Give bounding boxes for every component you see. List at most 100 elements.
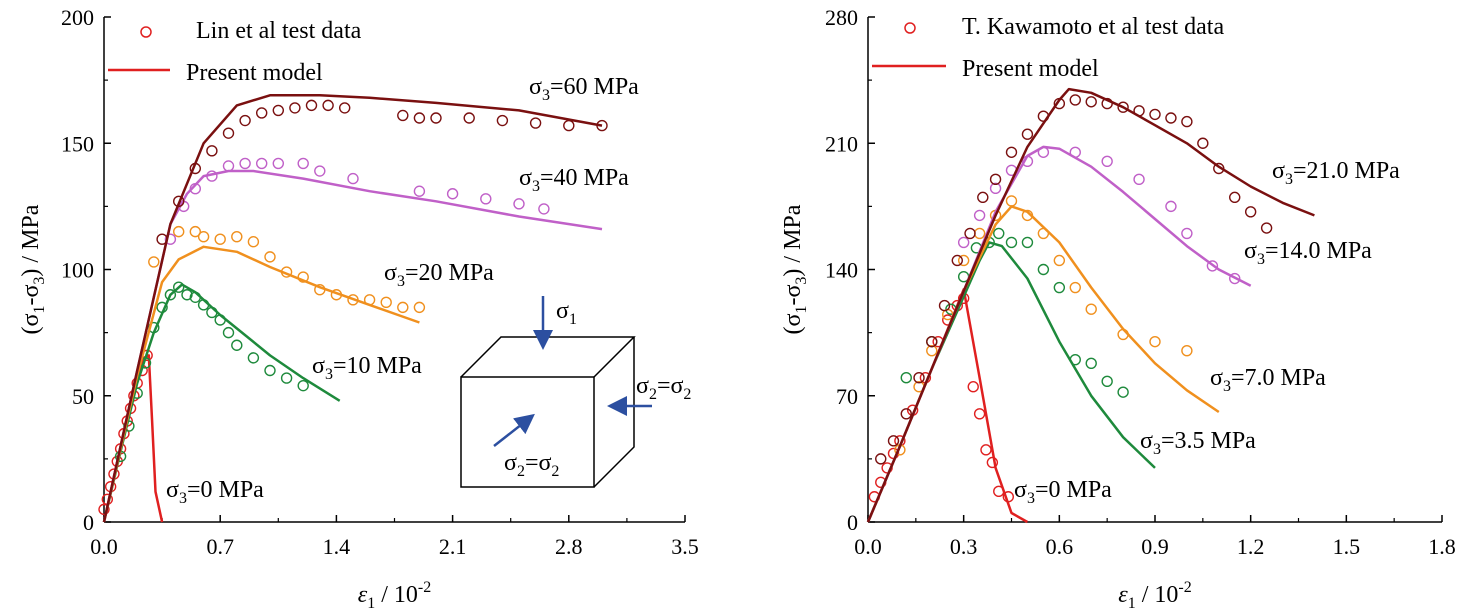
test-data-point bbox=[189, 162, 202, 175]
series-label-value: =20 MPa bbox=[405, 260, 494, 286]
test-data-point bbox=[206, 170, 218, 182]
series-4: σ3=60 MPa bbox=[102, 74, 639, 523]
series-label-subscript: 3 bbox=[1257, 251, 1265, 268]
x-label-subscript: 1 bbox=[367, 595, 375, 611]
model-curve bbox=[102, 283, 341, 523]
test-data-point bbox=[314, 165, 326, 177]
test-data-point bbox=[1101, 155, 1113, 167]
test-data-point bbox=[926, 335, 938, 348]
test-data-point bbox=[596, 119, 608, 132]
x-tick-label: 0.6 bbox=[1046, 534, 1074, 559]
test-data-point bbox=[247, 236, 260, 248]
test-data-point bbox=[380, 296, 392, 309]
test-data-point bbox=[1085, 357, 1097, 369]
test-data-point bbox=[1053, 97, 1066, 110]
test-data-point bbox=[231, 230, 243, 243]
series-label-subscript: 3 bbox=[325, 366, 333, 383]
test-data-point bbox=[1037, 110, 1050, 122]
series-label-value: =0 MPa bbox=[1035, 477, 1112, 503]
test-data-point bbox=[1213, 162, 1225, 175]
test-data-point bbox=[272, 157, 284, 170]
series-label-value: =21.0 MPa bbox=[1293, 158, 1400, 184]
x-tick-label: 0.0 bbox=[854, 534, 882, 559]
test-data-point bbox=[1069, 94, 1081, 106]
x-label-unit: / 10 bbox=[375, 582, 418, 608]
test-data-point bbox=[413, 301, 426, 314]
test-data-point bbox=[231, 339, 243, 351]
test-data-point bbox=[926, 344, 938, 357]
test-data-point bbox=[1037, 227, 1050, 240]
y-tick-label: 0 bbox=[83, 510, 94, 535]
series-label: σ3=14.0 MPa bbox=[1244, 238, 1372, 268]
x-axis-label: ε1 / 10-2 bbox=[358, 579, 431, 611]
test-data-point bbox=[397, 109, 409, 122]
x-tick-label: 2.1 bbox=[439, 534, 467, 559]
series-label-subscript: 3 bbox=[1027, 490, 1035, 507]
series-3: σ3=14.0 MPa bbox=[866, 145, 1372, 523]
test-data-point bbox=[164, 289, 177, 301]
test-data-point bbox=[156, 301, 168, 314]
sigma-symbol: =σ bbox=[657, 373, 684, 399]
test-data-point bbox=[206, 306, 218, 319]
test-data-point bbox=[973, 408, 986, 420]
series-label: σ3=40 MPa bbox=[519, 165, 629, 195]
series-label: σ3=3.5 MPa bbox=[1140, 428, 1256, 458]
y-tick-label: 150 bbox=[61, 131, 94, 156]
test-data-point bbox=[887, 435, 900, 447]
sigma-symbol: =σ bbox=[525, 450, 552, 476]
x-tick-label: 0.0 bbox=[90, 534, 118, 559]
test-data-point bbox=[1021, 155, 1034, 167]
test-data-point bbox=[339, 102, 351, 114]
test-data-point bbox=[446, 188, 459, 200]
y-label-part: ) / MPa bbox=[18, 204, 44, 276]
test-data-point bbox=[264, 364, 276, 377]
sigma-symbol: σ bbox=[556, 298, 569, 324]
series-label-sigma: σ bbox=[384, 260, 397, 286]
test-data-point bbox=[98, 503, 110, 516]
series-label-value: =40 MPa bbox=[540, 165, 629, 191]
test-data-point bbox=[314, 284, 326, 296]
test-data-point bbox=[430, 112, 442, 124]
test-data-point bbox=[1197, 137, 1209, 149]
test-data-point bbox=[964, 227, 976, 240]
test-data-point bbox=[1037, 263, 1050, 276]
test-data-point bbox=[957, 236, 970, 249]
y-tick-label: 0 bbox=[847, 510, 858, 535]
test-data-point bbox=[980, 444, 992, 456]
series-label: σ3=0 MPa bbox=[166, 477, 264, 507]
series-label-subscript: 3 bbox=[1153, 441, 1161, 458]
model-curve bbox=[866, 145, 1252, 523]
x-label-superscript: -2 bbox=[418, 579, 431, 596]
test-data-point bbox=[1021, 128, 1034, 140]
test-data-point bbox=[1117, 328, 1129, 341]
test-data-point bbox=[397, 301, 409, 314]
legend-marker-test-data bbox=[904, 22, 916, 34]
test-data-point bbox=[172, 225, 185, 238]
series-label-sigma: σ bbox=[1140, 428, 1153, 454]
test-data-point bbox=[363, 294, 376, 306]
legend-marker-test-data bbox=[140, 26, 152, 38]
series-label-sigma: σ bbox=[1272, 158, 1285, 184]
y-label-part: (σ bbox=[18, 313, 44, 334]
series-label-sigma: σ bbox=[1244, 238, 1257, 264]
test-data-point bbox=[222, 127, 235, 139]
y-label-subscript: 1 bbox=[793, 306, 810, 314]
sigma-symbol: σ bbox=[504, 450, 517, 476]
test-data-point bbox=[1260, 222, 1273, 234]
test-data-point bbox=[413, 185, 426, 197]
test-data-point bbox=[513, 198, 525, 210]
series-1: σ3=10 MPa bbox=[102, 281, 422, 523]
series-2: σ 3 =20 MPa bbox=[102, 225, 494, 523]
series-label-value: =60 MPa bbox=[550, 74, 639, 100]
series-label-subscript: 3 bbox=[542, 87, 550, 104]
test-data-point bbox=[973, 227, 986, 240]
y-label-subscript: 3 bbox=[793, 277, 810, 285]
test-data-point bbox=[1165, 112, 1177, 124]
test-data-point bbox=[1165, 200, 1177, 213]
x-label-unit: / 10 bbox=[1136, 582, 1179, 608]
test-data-point bbox=[1069, 146, 1081, 158]
test-data-point bbox=[1053, 281, 1066, 294]
test-data-point bbox=[1005, 236, 1018, 249]
series-label-sigma: σ bbox=[1014, 477, 1027, 503]
y-tick-label: 50 bbox=[72, 384, 94, 409]
